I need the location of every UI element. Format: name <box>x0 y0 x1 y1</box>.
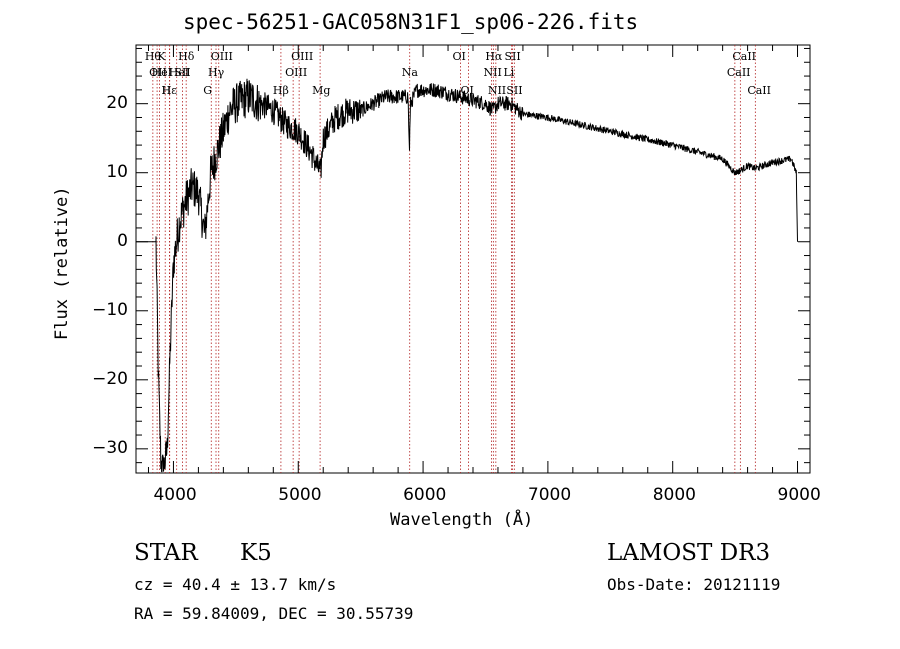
x-tick-label: 9000 <box>777 485 821 505</box>
emission-line-markers <box>152 45 756 473</box>
obs-date: Obs-Date: 20121119 <box>607 575 781 594</box>
line-label: CaII <box>732 50 757 63</box>
line-label: SII <box>506 84 523 97</box>
line-label: OIII <box>210 50 233 63</box>
x-tick-label: 5000 <box>278 485 322 505</box>
line-label: OIII <box>291 50 314 63</box>
line-label: CaII <box>726 66 751 79</box>
y-tick-label: −30 <box>92 437 128 458</box>
line-label: HeI <box>168 66 190 79</box>
line-label: HeI <box>151 66 173 79</box>
line-label: Mg <box>312 84 331 97</box>
line-label: OI <box>452 50 466 63</box>
line-label: H <box>161 84 172 97</box>
subclass: K5 <box>240 540 272 566</box>
line-label: Hε <box>161 84 177 97</box>
line-label: G <box>203 84 213 97</box>
line-label: Hγ <box>208 66 225 79</box>
redshift-cz: cz = 40.4 ± 13.7 km/s <box>134 575 337 594</box>
x-tick-label: 6000 <box>403 485 447 505</box>
x-tick-label: 4000 <box>153 485 197 505</box>
x-axis-label: Wavelength (Å) <box>390 510 534 530</box>
line-label: Hδ <box>178 50 195 63</box>
line-label: SII <box>504 50 521 63</box>
line-label: OIII <box>285 66 308 79</box>
survey-name: LAMOST DR3 <box>607 540 771 566</box>
line-label: OII <box>149 66 167 79</box>
y-tick-label: −20 <box>92 368 128 389</box>
line-label: K <box>157 50 166 63</box>
y-tick-label: −10 <box>92 299 128 320</box>
y-axis-label: Flux (relative) <box>52 186 72 340</box>
line-label: Na <box>401 66 418 79</box>
y-tick-label: 10 <box>106 161 128 182</box>
chart-title: spec-56251-GAC058N31F1_sp06-226.fits <box>183 10 639 34</box>
line-label: Li <box>503 66 515 79</box>
object-class: STAR <box>134 540 198 566</box>
y-tick-label: 0 <box>117 230 128 251</box>
line-label: OI <box>460 84 474 97</box>
line-label: Hα <box>485 50 503 63</box>
x-tick-label: 7000 <box>527 485 572 505</box>
y-tick-label: 20 <box>106 92 128 113</box>
spectrum-line <box>136 78 799 473</box>
line-label: NII <box>487 84 507 97</box>
line-label: SII <box>174 66 191 79</box>
x-tick-label: 8000 <box>652 485 696 505</box>
coordinates: RA = 59.84009, DEC = 30.55739 <box>134 604 414 623</box>
line-label: Hβ <box>272 84 289 97</box>
line-label: NII <box>483 66 502 79</box>
line-label: Hθ <box>144 50 162 63</box>
axis-ticks <box>136 45 810 473</box>
line-label: CaII <box>747 84 771 97</box>
